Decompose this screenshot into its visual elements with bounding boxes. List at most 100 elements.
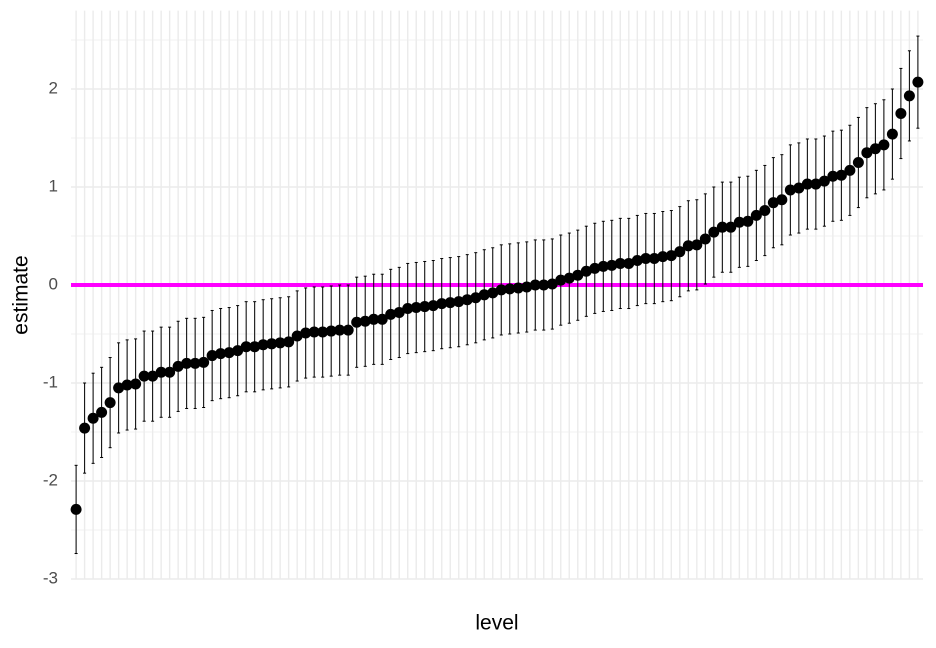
point [317,326,329,338]
point [708,226,720,238]
point [852,157,864,168]
point [206,350,218,362]
point [164,366,176,378]
point [699,233,711,245]
point [640,253,652,265]
point [427,300,439,312]
point [189,357,201,369]
point [538,279,550,291]
point [716,221,728,233]
point [376,313,388,325]
point [249,341,261,353]
point [589,262,601,274]
point [342,324,354,336]
point [529,279,541,291]
point [827,170,839,182]
point [461,294,473,306]
y-tick-label: 1 [49,176,58,195]
point [478,289,490,301]
point [546,278,558,290]
y-axis-title: estimate [10,255,33,334]
point [682,240,694,252]
point [79,422,91,434]
point [818,175,830,187]
point [359,315,371,327]
point [410,302,422,314]
point [895,108,907,119]
point [368,313,380,325]
point [844,164,856,176]
point [436,298,448,310]
point [198,356,210,368]
point [597,260,609,272]
point [861,147,873,159]
point [325,325,337,337]
point [215,348,227,360]
point [512,282,524,294]
point [147,370,159,382]
point [240,341,252,353]
point [657,251,669,263]
point [580,265,592,277]
y-tick-label: 2 [49,78,58,97]
point [444,297,456,309]
point [419,301,431,313]
point [155,366,167,378]
point [274,337,286,349]
point [563,272,575,284]
point [759,205,771,217]
point [623,257,635,269]
point [232,345,244,357]
point [750,209,762,221]
point [308,326,320,338]
point [674,246,686,258]
point [572,269,584,281]
point [172,360,184,372]
point [521,281,533,293]
point [555,274,567,286]
point [121,379,133,391]
point [725,221,737,233]
point [665,250,677,262]
point [104,397,116,409]
point [912,76,924,88]
point [291,330,303,342]
point [733,216,745,228]
point [385,308,397,320]
point [96,406,108,418]
point [283,336,295,348]
point [869,143,881,155]
y-tick-label: -2 [43,470,58,489]
point [742,215,754,227]
point [784,184,796,196]
point [351,316,363,328]
y-tick-label: -1 [43,372,58,391]
point [631,255,643,266]
point [453,296,465,308]
point [130,378,142,390]
point [181,357,193,369]
point [87,412,99,424]
point [393,306,405,318]
point [495,284,507,296]
point [767,197,779,209]
point [138,370,150,382]
point [113,382,125,394]
y-tick-label: -3 [43,568,58,587]
point [606,259,618,271]
point [810,178,822,190]
point [776,194,788,206]
point [487,287,499,299]
x-axis-title: level [475,612,518,635]
point [878,139,890,151]
y-tick-label: 0 [49,274,58,293]
point [70,503,82,515]
point [334,324,346,336]
point [691,239,703,251]
point [835,169,847,181]
point [223,347,235,359]
point [266,338,278,350]
point [793,182,805,194]
point [648,253,660,265]
